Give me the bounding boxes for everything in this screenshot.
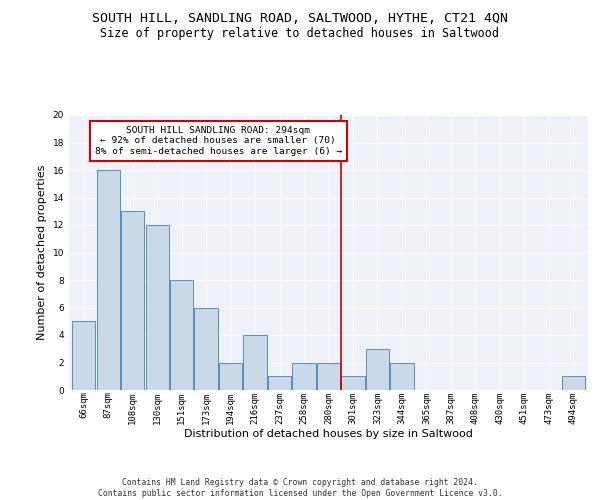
- Bar: [341, 376, 365, 390]
- Bar: [170, 280, 193, 390]
- Text: SOUTH HILL SANDLING ROAD: 294sqm
← 92% of detached houses are smaller (70)
8% of: SOUTH HILL SANDLING ROAD: 294sqm ← 92% o…: [95, 126, 342, 156]
- Bar: [562, 376, 585, 390]
- Bar: [317, 362, 340, 390]
- Bar: [97, 170, 120, 390]
- Bar: [146, 225, 169, 390]
- Text: SOUTH HILL, SANDLING ROAD, SALTWOOD, HYTHE, CT21 4QN: SOUTH HILL, SANDLING ROAD, SALTWOOD, HYT…: [92, 12, 508, 26]
- Bar: [219, 362, 242, 390]
- Bar: [366, 349, 389, 390]
- Bar: [121, 211, 144, 390]
- Text: Size of property relative to detached houses in Saltwood: Size of property relative to detached ho…: [101, 28, 499, 40]
- Bar: [72, 322, 95, 390]
- Bar: [292, 362, 316, 390]
- Bar: [244, 335, 266, 390]
- X-axis label: Distribution of detached houses by size in Saltwood: Distribution of detached houses by size …: [184, 429, 473, 439]
- Text: Contains HM Land Registry data © Crown copyright and database right 2024.
Contai: Contains HM Land Registry data © Crown c…: [98, 478, 502, 498]
- Bar: [268, 376, 291, 390]
- Bar: [391, 362, 413, 390]
- Bar: [194, 308, 218, 390]
- Y-axis label: Number of detached properties: Number of detached properties: [37, 165, 47, 340]
